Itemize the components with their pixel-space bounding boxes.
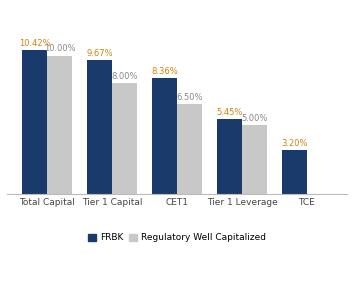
Bar [152,78,177,194]
Bar [177,104,202,194]
Bar [47,56,72,194]
Text: 5.00%: 5.00% [241,114,268,123]
Bar [112,83,137,194]
Bar [242,125,267,194]
Bar [282,150,307,194]
Text: 3.20%: 3.20% [281,139,308,148]
Text: 10.00%: 10.00% [44,44,75,54]
Text: 10.42%: 10.42% [19,39,51,48]
Text: 5.45%: 5.45% [216,108,243,116]
Text: 9.67%: 9.67% [86,49,113,58]
Legend: FRBK, Regulatory Well Capitalized: FRBK, Regulatory Well Capitalized [85,230,269,246]
Bar [22,50,47,194]
Bar [87,60,112,194]
Bar [217,119,242,194]
Text: 8.00%: 8.00% [111,72,138,81]
Text: 6.50%: 6.50% [176,93,202,102]
Text: 8.36%: 8.36% [151,67,178,76]
